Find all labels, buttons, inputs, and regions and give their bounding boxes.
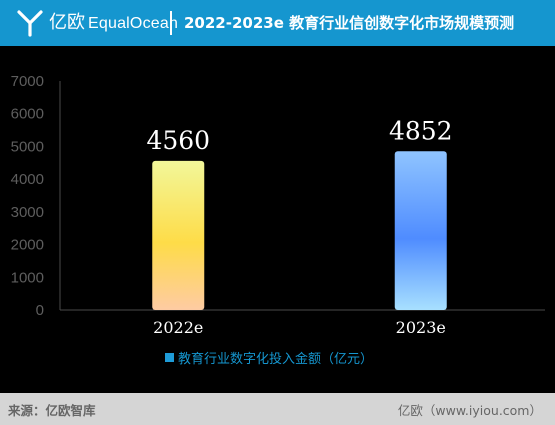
x-tick-label: 2022e (153, 318, 203, 337)
footer-bar: 来源：亿欧智库 亿欧（www.iyiou.com） (0, 393, 555, 425)
brand-name-en: EqualOcean (88, 15, 179, 32)
equalocean-logo-icon (17, 10, 43, 37)
y-tick-label: 2000 (11, 237, 44, 254)
data-label: 4852 (389, 116, 453, 145)
y-tick-label: 7000 (11, 73, 44, 90)
bar-2022e (152, 160, 205, 310)
y-tick-label: 4000 (11, 171, 44, 188)
site-credit: 亿欧（www.iyiou.com） (397, 403, 542, 418)
brand-name-cn: 亿欧 (49, 12, 85, 33)
chart-title: 2022-2023e 教育行业信创数字化市场规模预测 (184, 14, 515, 32)
chart-legend: 教育行业数字化投入金额（亿元） (165, 347, 373, 367)
header-divider (170, 11, 172, 35)
x-tick-label: 2023e (396, 318, 446, 337)
header-bar: 亿欧 EqualOcean 2022-2023e 教育行业信创数字化市场规模预测 (0, 0, 555, 46)
y-tick-label: 5000 (11, 138, 44, 155)
data-label: 4560 (146, 126, 210, 155)
y-tick-label: 0 (36, 302, 44, 319)
bar-2023e (394, 151, 447, 310)
y-tick-label: 1000 (11, 269, 44, 286)
legend-label: 教育行业数字化投入金额（亿元） (178, 351, 374, 367)
y-tick-label: 6000 (11, 106, 44, 123)
source-note: 来源：亿欧智库 (8, 403, 96, 418)
legend-swatch (165, 352, 174, 362)
bar-chart: 0 1000 2000 3000 4000 5000 6000 7000 4560 4852 2… (11, 73, 545, 337)
y-tick-label: 3000 (11, 204, 44, 221)
